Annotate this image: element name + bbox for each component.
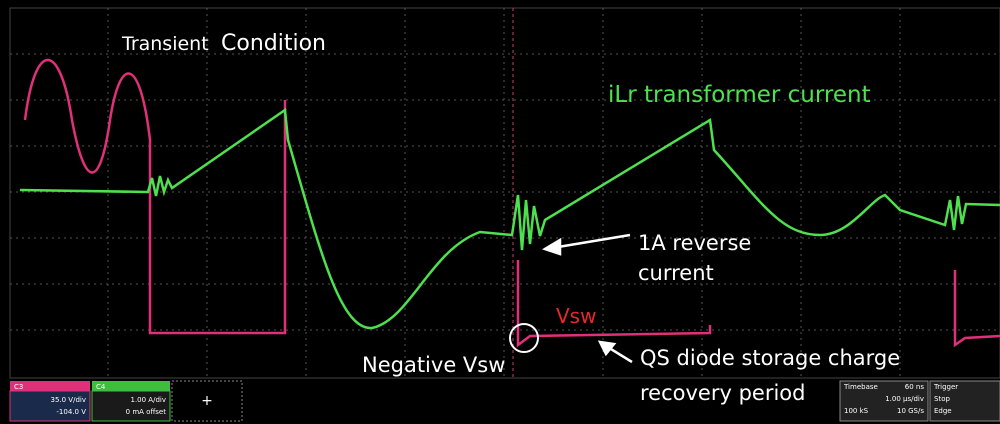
c4-offset: 0 mA offset [126,408,167,416]
qs-label: recovery period [640,381,805,405]
timebase-samples: 100 kS [844,407,869,415]
negative-vsw-label: Negative Vsw [362,353,505,377]
timebase-label: Timebase [843,383,878,391]
vsw-label: Vsw [556,304,596,328]
c4-scale: 1.00 A/div [131,396,167,404]
title-prefix: Transient [121,33,209,55]
c3-name: C3 [14,383,23,391]
c4-name: C4 [96,383,106,391]
c3-scale: 35.0 V/div [51,396,87,404]
c3-offset: -104.0 V [56,408,86,416]
timebase-delay: 60 ns [905,383,925,391]
title-main: Condition [221,31,326,56]
trigger-mode: Stop [934,395,950,403]
add-button: + [201,393,213,409]
trigger-label: Trigger [933,383,958,391]
timebase-scale: 1.00 µs/div [885,395,924,403]
trigger-type: Edge [934,407,952,415]
scope-screen: Transient Condition iLr transformer curr… [0,0,1000,424]
plot-area [10,8,1000,378]
reverse-label: 1A reverse [638,231,751,255]
qs-label: QS diode storage charge [640,346,900,370]
reverse-label: current [638,261,714,285]
current-label: iLr transformer current [608,82,871,108]
page: {"scope":{"title_prefix":"Transient","ti… [0,0,1000,424]
timebase-rate: 10 GS/s [897,407,924,415]
